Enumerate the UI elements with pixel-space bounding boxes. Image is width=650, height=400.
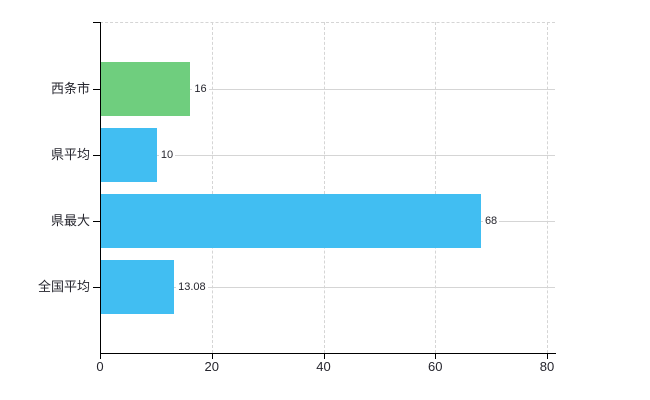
x-tick [547,354,548,359]
x-tick [100,354,101,359]
bar [101,260,175,314]
bar-value-label: 13.08 [176,280,208,294]
gridline-v [547,22,548,353]
gridline-v [435,22,437,353]
bar [101,194,481,248]
x-tick-label: 60 [428,359,443,374]
y-tick [93,221,100,222]
gridline-v [323,22,325,353]
gridline-h [101,155,555,156]
y-tick [93,287,100,288]
bar [101,128,157,182]
x-tick-label: 40 [316,359,331,374]
bar-value-label: 16 [192,82,209,96]
bar-value-label: 10 [158,148,176,162]
y-axis [100,22,101,354]
bar [101,62,191,116]
x-axis [100,353,556,354]
gridline-h [101,89,555,90]
y-tick [93,89,100,90]
x-tick [211,354,213,359]
x-tick [323,354,325,359]
bar-value-label: 68 [482,214,500,228]
x-tick-label: 20 [204,359,219,374]
x-tick-label: 0 [96,359,104,374]
x-tick-label: 80 [539,359,555,374]
y-axis-top-tick [93,22,100,23]
category-label: 県平均 [50,147,90,162]
plot-top-border [100,22,555,23]
gridline-v [211,22,213,353]
x-tick [435,354,437,359]
category-label: 県最大 [50,213,90,228]
category-label: 全国平均 [37,279,90,294]
category-label: 西条市 [50,81,90,96]
y-tick [93,155,100,156]
gridline-h [101,287,555,288]
